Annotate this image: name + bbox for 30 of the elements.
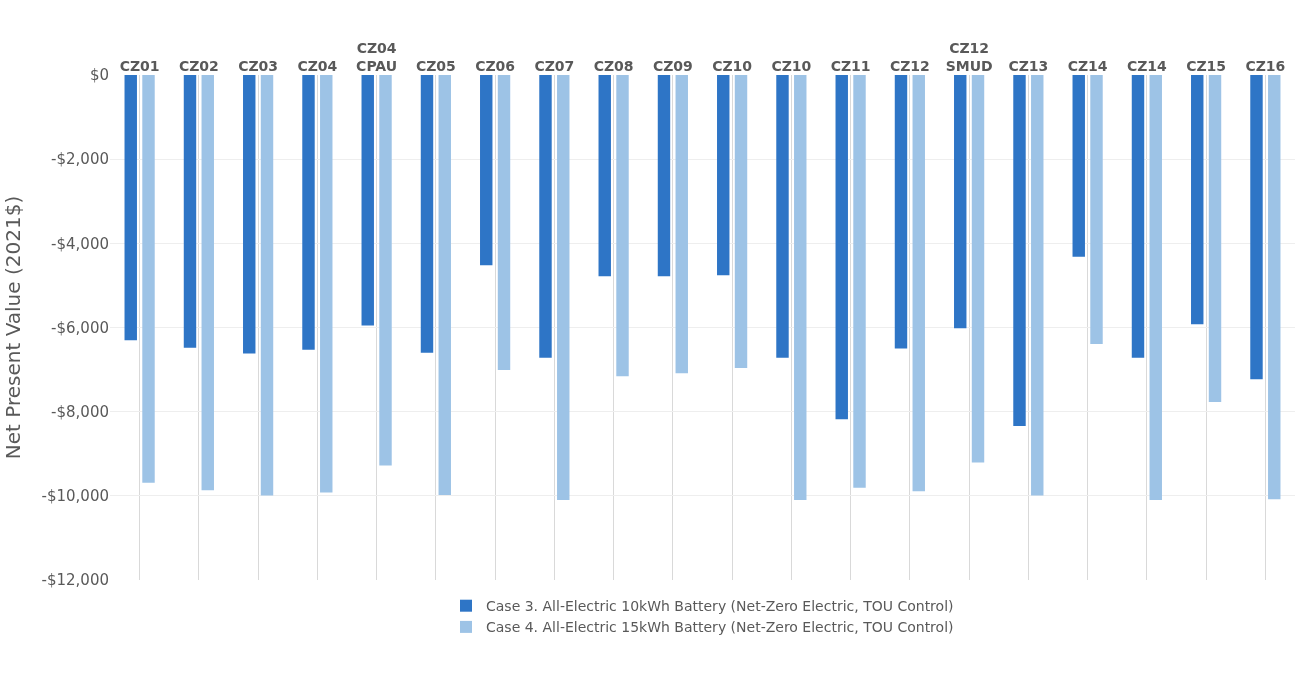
y-axis-title: Net Present Value (2021$) bbox=[1, 195, 26, 460]
x-tick-label: CZ14 bbox=[1067, 58, 1108, 75]
y-tick-label: -$8,000 bbox=[51, 402, 109, 421]
x-tick-label: CZ10 bbox=[771, 58, 812, 75]
x-tick-label: CZ14 bbox=[1126, 58, 1168, 75]
x-tick-label: CZ04 CPAU bbox=[356, 40, 398, 75]
x-tick-label: CZ15 bbox=[1186, 58, 1227, 75]
x-tick-label: CZ12 bbox=[889, 58, 930, 75]
y-tick-label: -$6,000 bbox=[51, 318, 109, 337]
y-tick-label: -$4,000 bbox=[51, 234, 109, 253]
legend-label: Case 3. All-Electric 10kWh Battery (Net-Zero Electric, TOU Control) bbox=[486, 598, 954, 615]
y-tick-label: -$2,000 bbox=[51, 150, 109, 169]
x-tick-label: CZ16 bbox=[1245, 58, 1286, 75]
x-tick-label: CZ13 bbox=[1008, 58, 1049, 75]
x-tick-label: CZ09 bbox=[652, 58, 693, 75]
x-tick-label: CZ06 bbox=[475, 58, 516, 75]
x-tick-label: CZ07 bbox=[534, 58, 575, 75]
x-tick-label: CZ02 bbox=[178, 58, 219, 75]
x-tick-label: CZ12 SMUD bbox=[945, 40, 993, 75]
x-tick-label: CZ01 bbox=[119, 58, 160, 75]
x-tick-label: CZ03 bbox=[238, 58, 279, 75]
x-tick-label: CZ11 bbox=[830, 58, 871, 75]
x-tick-label: CZ04 bbox=[297, 58, 338, 75]
legend-label: Case 4. All-Electric 15kWh Battery (Net-Zero Electric, TOU Control) bbox=[486, 619, 954, 636]
y-tick-label: -$12,000 bbox=[41, 571, 109, 590]
x-tick-label: CZ10 bbox=[712, 58, 753, 75]
y-tick-label: -$10,000 bbox=[41, 487, 109, 506]
x-tick-label: CZ08 bbox=[593, 58, 634, 75]
y-tick-label: $0 bbox=[89, 66, 109, 85]
x-tick-label: CZ05 bbox=[415, 58, 456, 75]
